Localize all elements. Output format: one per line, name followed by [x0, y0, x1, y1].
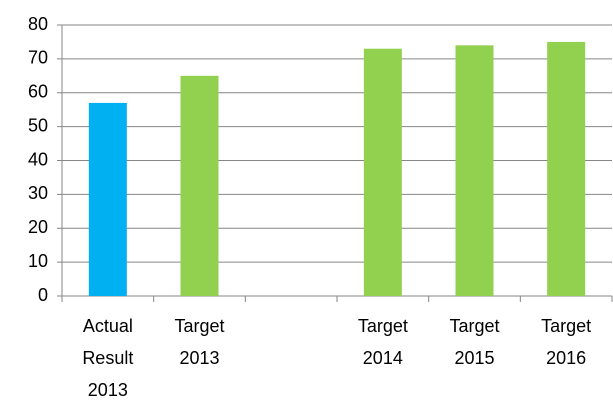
- y-tick-label: 10: [28, 251, 48, 271]
- bar: [455, 45, 494, 297]
- x-tick-label: Target 2015: [449, 316, 500, 368]
- bar: [180, 75, 219, 296]
- bar: [88, 102, 127, 296]
- x-tick-label: Target 2014: [357, 316, 408, 368]
- x-tick-label: Target 2013: [174, 316, 225, 368]
- y-tick-label: 20: [28, 217, 48, 237]
- y-tick-label: 30: [28, 183, 48, 203]
- y-tick-label: 50: [28, 115, 48, 135]
- y-tick-label: 80: [28, 14, 48, 34]
- y-tick-label: 60: [28, 82, 48, 102]
- bar: [363, 48, 402, 297]
- y-tick-label: 0: [38, 285, 48, 305]
- x-tick-label: Target 2016: [541, 316, 592, 368]
- bar: [547, 41, 586, 296]
- y-tick-label: 70: [28, 48, 48, 68]
- y-tick-label: 40: [28, 149, 48, 169]
- x-tick-label: Actual Result 2013: [82, 316, 134, 400]
